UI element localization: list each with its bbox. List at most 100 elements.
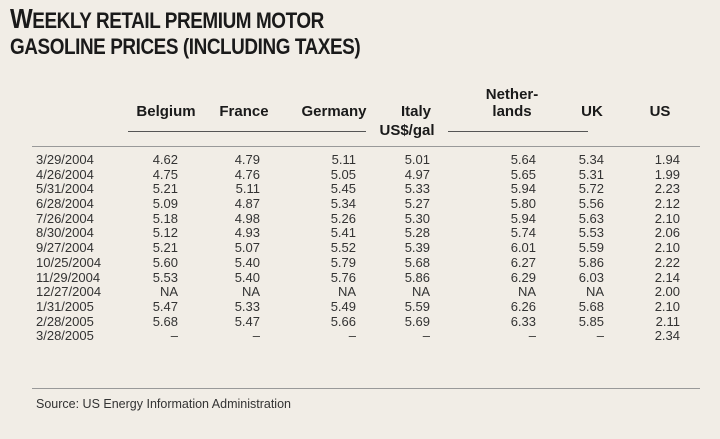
cell-france: 5.33 xyxy=(234,298,260,314)
unit-label: US$/gal xyxy=(379,122,435,139)
cell-italy: NA xyxy=(411,284,430,300)
table-row: 3/28/2005 – – – – – – 2.34 xyxy=(0,329,720,344)
cell-belgium: – xyxy=(170,328,178,344)
cell-us: 2.10 xyxy=(654,298,680,314)
col-header-belgium: Belgium xyxy=(136,103,196,120)
price-table: 3/29/2004 4.62 4.79 5.11 5.01 5.64 5.34 1.94 4/2… xyxy=(0,152,720,344)
col-header-us: US xyxy=(649,103,671,120)
cell-italy: 5.27 xyxy=(404,196,430,212)
cell-germany: 5.45 xyxy=(330,181,356,197)
cell-france: 4.87 xyxy=(234,196,260,212)
row-date: 11/29/2004 xyxy=(36,269,101,285)
cell-belgium: 5.68 xyxy=(152,313,178,329)
cell-netherlands: 5.74 xyxy=(510,225,536,241)
row-date: 12/27/2004 xyxy=(36,284,102,300)
col-header-france: France xyxy=(219,103,269,120)
source-note: Source: US Energy Information Administra… xyxy=(36,397,291,411)
row-date: 5/31/2004 xyxy=(36,181,94,197)
unit-banner: US$/gal xyxy=(128,122,588,140)
cell-netherlands: 6.26 xyxy=(510,298,536,314)
cell-germany: 5.52 xyxy=(330,240,356,256)
cell-belgium: 5.12 xyxy=(152,225,178,241)
cell-germany: 5.49 xyxy=(330,298,356,314)
cell-uk: 5.53 xyxy=(578,225,604,241)
cell-france: 4.98 xyxy=(234,210,260,226)
cell-belgium: 5.47 xyxy=(152,298,178,314)
cell-france: 5.47 xyxy=(234,313,260,329)
cell-uk: 5.85 xyxy=(578,313,604,329)
cell-italy: 5.86 xyxy=(404,269,430,285)
cell-netherlands: 5.94 xyxy=(510,181,536,197)
cell-germany: – xyxy=(348,328,356,344)
cell-italy: 5.33 xyxy=(404,181,430,197)
cell-netherlands: 6.27 xyxy=(510,254,536,270)
col-header-italy: Italy xyxy=(400,103,431,120)
row-date: 9/27/2004 xyxy=(36,240,94,256)
cell-uk: – xyxy=(596,328,604,344)
cell-us: 2.22 xyxy=(654,254,680,270)
cell-france: 5.07 xyxy=(234,240,260,256)
cell-netherlands: NA xyxy=(517,284,536,300)
cell-uk: 5.59 xyxy=(578,240,604,256)
table-row: 7/26/2004 5.18 4.98 5.26 5.30 5.94 5.63 2.10 xyxy=(0,210,720,227)
cell-france: NA xyxy=(241,284,260,300)
cell-uk: 5.34 xyxy=(578,152,604,167)
row-date: 7/26/2004 xyxy=(36,210,94,226)
cell-france: 4.93 xyxy=(234,225,260,241)
table-row: 3/29/2004 4.62 4.79 5.11 5.01 5.64 5.34 1.94 xyxy=(0,152,720,168)
row-date: 8/30/2004 xyxy=(36,225,94,241)
cell-france: 5.11 xyxy=(235,181,260,197)
cell-italy: 5.59 xyxy=(404,298,430,314)
cell-uk: NA xyxy=(585,284,604,300)
cell-belgium: 5.53 xyxy=(152,269,178,285)
cell-italy: – xyxy=(422,328,430,344)
cell-france: 4.76 xyxy=(234,166,260,182)
cell-us: 1.99 xyxy=(654,166,680,182)
table-row: 6/28/2004 5.09 4.87 5.34 5.27 5.80 5.56 2.12 xyxy=(0,196,720,212)
cell-italy: 5.68 xyxy=(404,254,430,270)
cell-italy: 4.97 xyxy=(404,166,430,182)
cell-uk: 5.68 xyxy=(578,298,604,314)
cell-us: 2.10 xyxy=(654,210,680,226)
cell-italy: 5.01 xyxy=(404,152,430,167)
col-header-uk: UK xyxy=(581,103,603,120)
cell-uk: 5.31 xyxy=(578,166,604,182)
cell-germany: 5.66 xyxy=(330,313,356,329)
row-date: 6/28/2004 xyxy=(36,196,94,212)
cell-belgium: 5.09 xyxy=(152,196,178,212)
cell-france: 5.40 xyxy=(234,254,260,270)
unit-rule-left xyxy=(128,131,366,132)
cell-netherlands: – xyxy=(528,328,536,344)
table-row: 9/27/2004 5.21 5.07 5.52 5.39 6.01 5.59 2.10 xyxy=(0,240,720,256)
cell-belgium: 5.18 xyxy=(152,210,178,226)
title-line1: eekly retail premium motor xyxy=(32,8,324,33)
title-initial: W xyxy=(10,3,33,34)
footer-rule xyxy=(32,388,700,389)
cell-netherlands: 6.33 xyxy=(510,313,536,329)
table-row: 5/31/2004 5.21 5.11 5.45 5.33 5.94 5.72 2.23 xyxy=(0,182,720,197)
cell-germany: 5.41 xyxy=(330,225,356,241)
table-row: 1/31/2005 5.47 5.33 5.49 5.59 6.26 5.68 2.10 xyxy=(0,298,720,315)
table-row: 2/28/2005 5.68 5.47 5.66 5.69 6.33 5.85 2.11 xyxy=(0,313,720,330)
row-date: 10/25/2004 xyxy=(36,254,102,270)
cell-france: 5.40 xyxy=(234,269,260,285)
cell-italy: 5.39 xyxy=(404,240,430,256)
table-title: Weekly retail premium motor gasoline pri… xyxy=(10,3,361,60)
cell-us: 2.23 xyxy=(654,181,680,197)
cell-belgium: 4.62 xyxy=(152,152,178,167)
cell-us: 2.00 xyxy=(654,284,680,300)
cell-germany: NA xyxy=(337,284,356,300)
cell-belgium: NA xyxy=(159,284,178,300)
col-header-netherlands-2: lands xyxy=(492,103,532,120)
col-header-germany: Germany xyxy=(301,103,367,120)
cell-italy: 5.28 xyxy=(404,225,430,241)
cell-uk: 5.72 xyxy=(578,181,604,197)
table-row: 11/29/2004 5.53 5.40 5.76 5.86 6.29 6.03 2.14 xyxy=(0,269,720,286)
cell-germany: 5.34 xyxy=(330,196,356,212)
row-date: 2/28/2005 xyxy=(36,313,94,329)
cell-netherlands: 6.29 xyxy=(510,269,536,285)
cell-france: 4.79 xyxy=(234,152,260,167)
cell-germany: 5.26 xyxy=(330,210,356,226)
title-line2: gasoline prices (including taxes) xyxy=(10,34,361,59)
cell-us: 2.10 xyxy=(654,240,680,256)
